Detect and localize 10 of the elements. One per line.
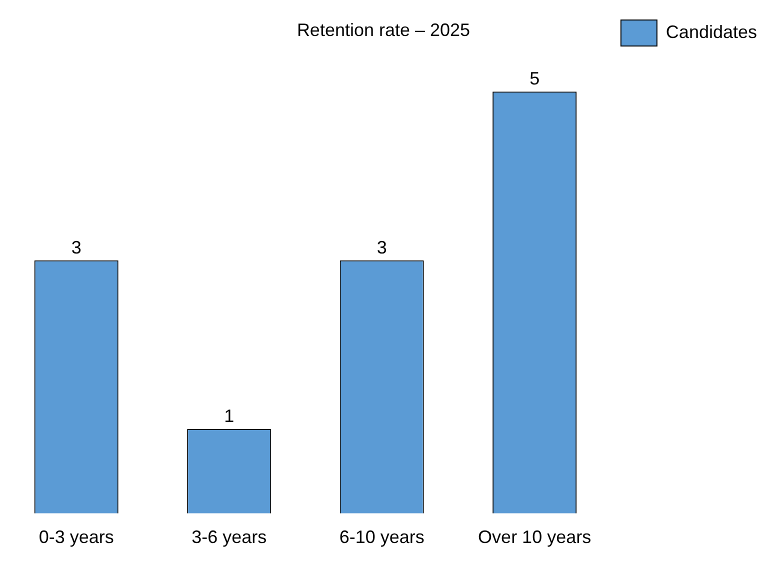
data-label: 5: [530, 68, 540, 89]
data-label: 3: [376, 237, 387, 258]
chart-title: Retention rate – 2025: [296, 20, 470, 40]
x-tick-label: Over 10 years: [478, 527, 592, 548]
data-label: 1: [224, 406, 234, 426]
x-tick-label: 0-3 years: [38, 527, 114, 548]
x-tick-label: 3-6 years: [192, 527, 267, 548]
x-tick-label: 6-10 years: [339, 527, 424, 548]
legend-label: Candidates: [666, 22, 758, 42]
data-label: 3: [71, 237, 82, 258]
